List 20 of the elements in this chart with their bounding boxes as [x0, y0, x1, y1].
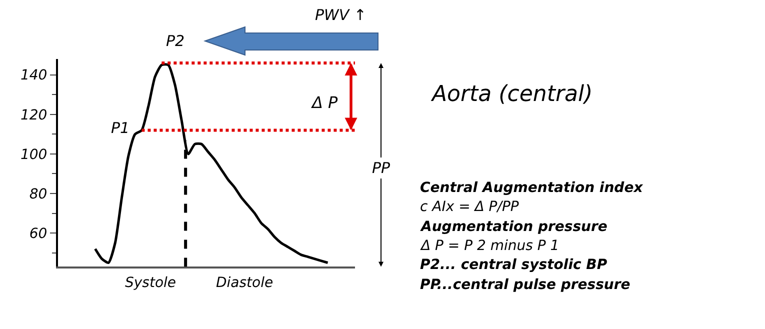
text: PP: [372, 159, 392, 177]
text: Augmentation pressure: [420, 219, 608, 235]
y-tick-label: 100: [20, 146, 48, 163]
text: P2: [166, 32, 185, 50]
text: Systole: [125, 275, 176, 291]
text: Central Augmentation index: [420, 180, 644, 196]
text: PP...central pulse pressure: [420, 277, 630, 293]
annotation: Δ P: [310, 93, 338, 112]
text: PWV ↑: [315, 6, 366, 24]
text: Diastole: [216, 275, 274, 291]
y-tick-label: 120: [20, 107, 48, 124]
y-tick-label: 60: [29, 226, 48, 242]
y-tick-label: 140: [20, 68, 48, 84]
text: Δ P = P 2 minus P 1: [420, 238, 560, 254]
line-series: [94, 63, 330, 264]
text: Aorta (central): [430, 82, 593, 107]
y-tick-label: 80: [29, 186, 48, 202]
text: c AIx = Δ P/PP: [420, 199, 520, 215]
text: P2... central systolic BP: [420, 257, 608, 273]
annotation: P1: [111, 119, 130, 137]
